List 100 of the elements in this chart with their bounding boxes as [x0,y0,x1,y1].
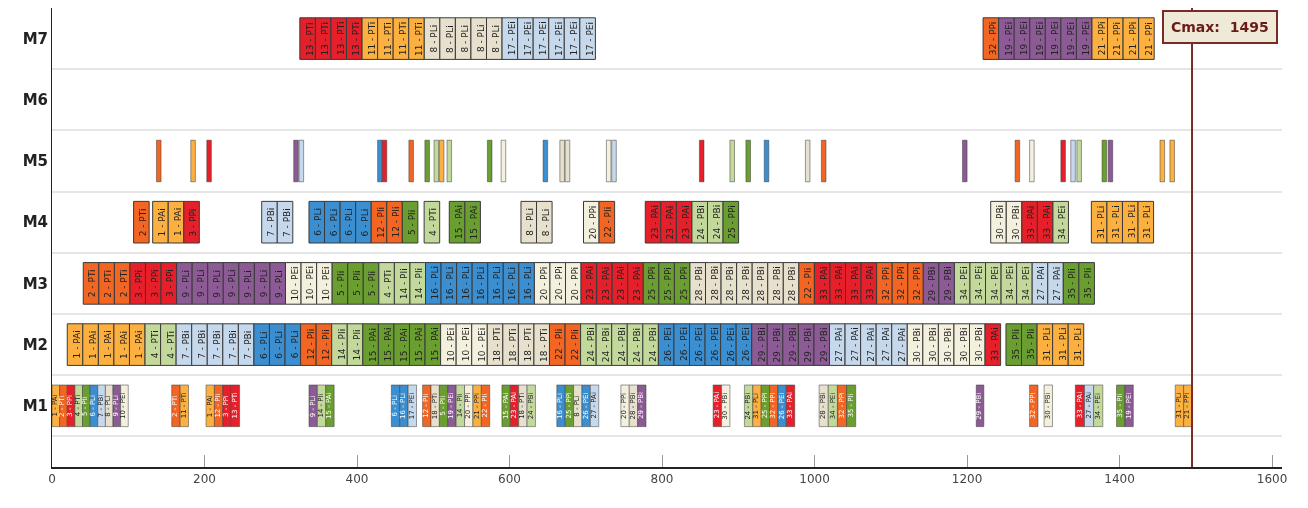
annotation: 2 - PTi [102,269,113,298]
annotation: 5 - PIi [367,270,378,297]
bar [1029,139,1035,183]
annotation: 15 - PAi [430,327,440,362]
annotation: 31 - PLi [1042,327,1053,362]
annotation: 32 - PPi [880,266,891,301]
annotation: 4 - PTi [149,330,160,359]
annotation: 27 - PAi [865,327,876,362]
annotation: 26 - PEi [678,327,689,362]
bar [487,139,493,183]
y-tick-label: M3 [22,274,48,293]
annotation: 29 - PBi [787,327,798,362]
bar [133,200,150,244]
annotation: 5 - PIi [406,209,417,236]
annotation: 10 - PEi [289,266,300,301]
annotation: 28 - PBi [694,266,705,301]
annotation: 35 - PIi [1026,328,1037,360]
annotation: 19 - PEi [1034,21,1045,56]
annotation: 23 - PAi [680,205,691,240]
annotation: 3 - PPi [134,270,145,298]
annotation: 16 - PLi [429,266,440,300]
annotation: 27 - PAi [834,327,845,362]
y-tick-label: M6 [22,91,48,110]
y-tick-label: M2 [22,335,48,354]
annotation: 28 - PBi [740,266,751,301]
annotation: 8 - PLi [525,208,536,236]
annotation: 24 - PBi [696,205,707,240]
annotation: 17 - PEi [569,21,580,56]
annotation: 15 - PAi [367,328,378,362]
annotation: 13 - PTi [320,21,331,56]
annotation: 19 - PEi [1019,21,1030,56]
annotation: 7 - PBi [181,330,192,360]
annotation: 29 - PBi [943,266,954,301]
annotation: 31 - PLi [1073,327,1084,362]
annotation: 7 - PBi [243,330,254,360]
annotation: 1 - PAi [134,330,145,359]
annotation: 19 - PEi [1050,21,1061,56]
annotation: 30 - PBi [912,327,923,363]
annotation: 23 - PAi [600,266,611,301]
annotation: 10 - PEi [305,265,316,301]
y-tick-label: M7 [22,29,48,48]
annotation: 21 - PPi [1096,21,1107,56]
annotation: 29 - PBi [803,328,814,363]
annotation: 2 - PTi [137,208,148,237]
annotation: 2 - PTi [118,269,129,298]
annotation: 24 - PBi [632,327,643,363]
annotation: 23 - PAi [585,266,596,301]
annotation: 13 - PTi [335,21,346,56]
annotation: 4 - PTi [165,330,176,359]
annotation: 16 - PLi [507,266,518,301]
annotation: 18 - PTi [492,327,503,362]
annotation: 33 - PAi [818,266,829,301]
annotation: 30 - PBi [943,328,954,363]
annotation: 26 - PEi [663,327,674,362]
annotation: 34 - PEi [1005,265,1016,301]
annotation: 4 - PTi [428,208,439,236]
annotation: 34 - PEi [1020,266,1031,301]
x-tick-label: 600 [498,472,521,487]
annotation: 14 - PIi [352,329,363,361]
annotation: 29 - PBi [756,327,767,362]
annotation: 30 - PBi [974,327,985,362]
annotation: 7 - PBi [212,330,223,360]
annotation: 25 - PPi [727,205,738,239]
annotation: 9 - PLi [196,269,207,298]
annotation: 5 - PIi [351,270,362,296]
annotation: 15 - PAi [453,205,464,240]
annotation: 18 - PTi [507,328,518,362]
annotation: 26 - PEi [710,327,721,362]
annotation: 26 - PEi [741,327,752,362]
annotation: 2 - PTi [87,269,98,298]
bar [1043,384,1053,427]
annotation: 9 - PLi [211,270,222,298]
annotation: 6 - PLi [289,330,300,359]
annotation: 11 - PTi [398,21,409,56]
annotation: 28 - PBi [709,265,720,301]
annotation: 6 - PLi [360,208,371,237]
annotation: 7 - PBi [196,330,207,359]
annotation: 25 - PPi [647,266,658,301]
annotation: 19 - PEi [1065,21,1076,57]
annotation: 34 - PEi [958,266,969,301]
annotation: 21 - PPi [1128,21,1139,56]
annotation: 34 - PEi [989,266,1000,301]
annotation: 12 - PIi [305,328,316,360]
annotation: 20 - PPi [554,266,565,300]
annotation: 6 - PLi [313,208,324,236]
annotation: 3 - PPi [188,208,199,237]
annotation: 24 - PBi [711,204,722,240]
bar [190,139,196,183]
annotation: 7 - PBi [281,208,292,238]
annotation: 33 - PAi [865,266,876,301]
annotation: 12 - PIi [375,206,386,238]
annotation: 8 - PLi [460,24,471,53]
annotation: 26 - PEi [725,327,736,362]
annotation: 6 - PLi [344,208,355,236]
annotation: 15 - PAi [383,327,394,362]
annotation: 9 - PLi [258,269,269,298]
annotation: 27 - PAi [1051,266,1062,301]
annotation: 15 - PAi [398,328,409,363]
annotation: 28 - PBi [787,266,798,302]
annotation: 22 - PIi [570,329,580,361]
